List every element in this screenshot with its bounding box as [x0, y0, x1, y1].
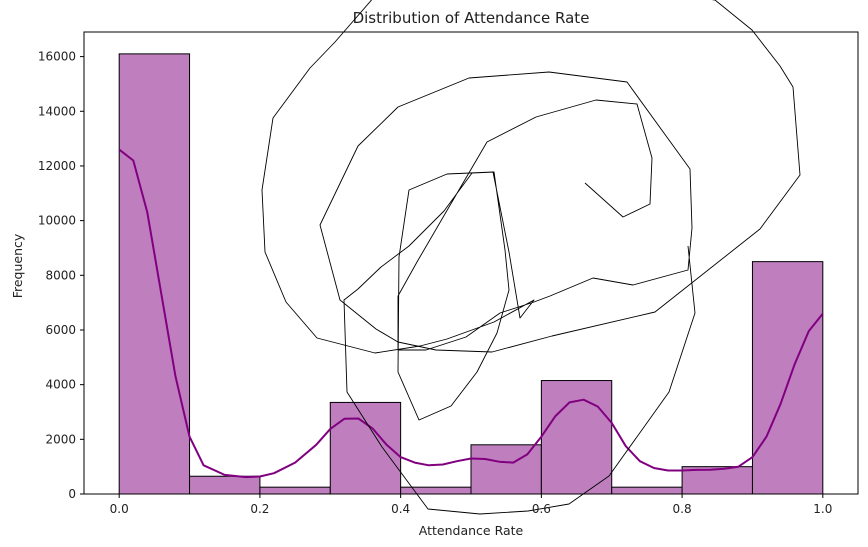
scribble-line [261, 0, 801, 515]
bars-layer [118, 53, 824, 495]
plot-frame [83, 31, 859, 495]
y-tick-label-4: 8000 [45, 268, 76, 282]
y-tick-label-7: 14000 [38, 104, 76, 118]
y-tick-label-5: 10000 [38, 214, 76, 228]
histogram-bar-0 [118, 53, 191, 495]
chart-title: Distribution of Attendance Rate [353, 9, 590, 27]
y-axis-ticks: 0 2000 4000 6000 8000 10000 12000 14000 16000 [38, 50, 84, 501]
kde-curve [118, 148, 824, 479]
histogram-bar-7 [611, 486, 683, 495]
y-tick-label-8: 16000 [38, 50, 76, 64]
scribble-overlay [261, 0, 801, 515]
histogram-bar-1 [189, 475, 261, 495]
x-tick-label-3: 0.6 [532, 502, 551, 516]
x-tick-label-1: 0.2 [250, 502, 269, 516]
y-tick-label-3: 6000 [45, 323, 76, 337]
x-axis-title: Attendance Rate [419, 523, 524, 538]
histogram-bar-5 [470, 444, 542, 495]
x-tick-label-0: 0.0 [110, 502, 129, 516]
y-tick-label-2: 4000 [45, 378, 76, 392]
x-tick-label-2: 0.4 [391, 502, 410, 516]
histogram-bar-4 [400, 486, 472, 495]
y-tick-label-6: 12000 [38, 159, 76, 173]
histogram-bar-9 [751, 261, 824, 495]
y-tick-label-1: 2000 [45, 432, 76, 446]
x-axis-ticks: 0.0 0.2 0.4 0.6 0.8 1.0 [110, 494, 832, 516]
histogram-bar-2 [259, 486, 331, 495]
histogram-bar-8 [681, 466, 753, 495]
histogram-bar-3 [329, 401, 402, 495]
y-tick-label-0: 0 [68, 487, 76, 501]
x-tick-label-5: 1.0 [813, 502, 832, 516]
y-axis-title: Frequency [10, 233, 25, 298]
x-tick-label-4: 0.8 [673, 502, 692, 516]
histogram-bar-6 [540, 380, 613, 495]
kde-layer [118, 148, 824, 479]
